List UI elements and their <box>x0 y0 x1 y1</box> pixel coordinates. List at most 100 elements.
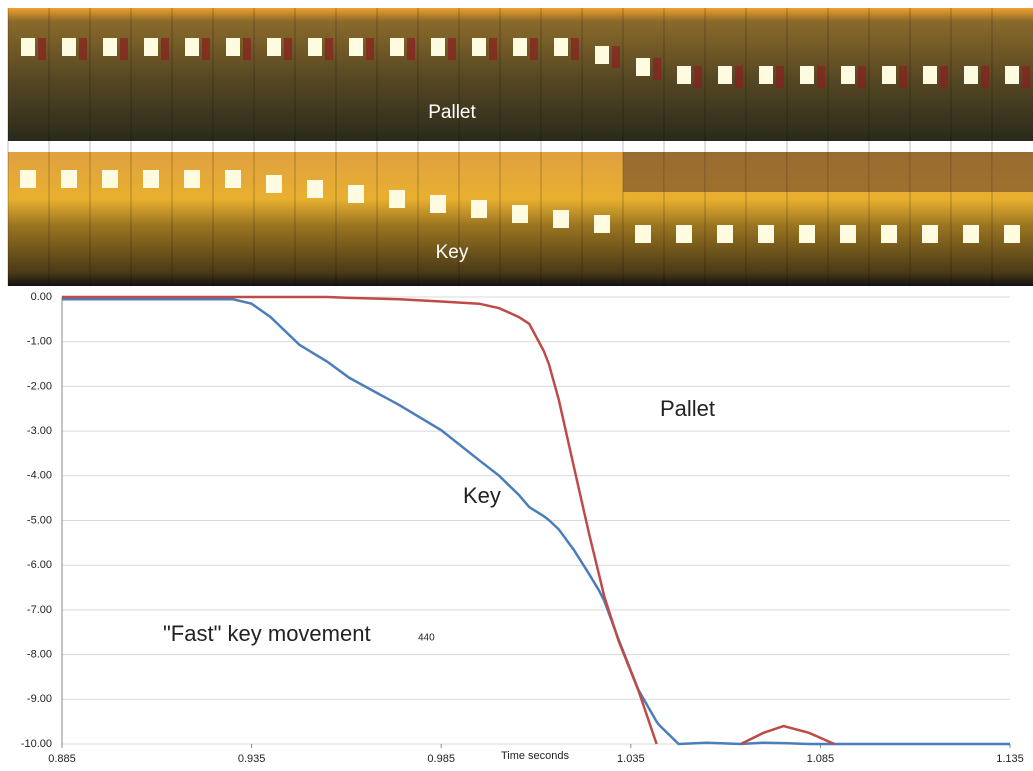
frame-light <box>348 185 364 203</box>
frame-light <box>144 38 158 56</box>
frame-light <box>472 38 486 56</box>
frame-light <box>922 225 938 243</box>
frame-light <box>800 66 814 84</box>
chart-background <box>8 287 1033 771</box>
frame-light <box>267 38 281 56</box>
frame-top <box>910 152 951 192</box>
frame-light <box>61 170 77 188</box>
frame-red <box>79 38 87 60</box>
frame-red <box>940 66 948 88</box>
frame-light <box>308 38 322 56</box>
frame-light <box>635 225 651 243</box>
frame-light <box>758 225 774 243</box>
frame-red <box>448 38 456 60</box>
frame-light <box>103 38 117 56</box>
frame-red <box>735 66 743 88</box>
frame-red <box>284 38 292 60</box>
frame-top <box>992 152 1033 192</box>
frame-red <box>612 46 620 68</box>
frame-light <box>226 38 240 56</box>
frame-light <box>185 38 199 56</box>
y-tick-label: -7.00 <box>27 604 52 616</box>
frame-red <box>530 38 538 60</box>
frame-red <box>243 38 251 60</box>
frame-light <box>512 205 528 223</box>
strip-label: Pallet <box>428 102 476 123</box>
frame-light <box>225 170 241 188</box>
frame-light <box>882 66 896 84</box>
x-tick-label: 0.935 <box>238 753 266 765</box>
y-tick-label: -5.00 <box>27 514 52 526</box>
frame-light <box>963 225 979 243</box>
frame-light <box>677 66 691 84</box>
frame-light <box>594 215 610 233</box>
frame-red <box>1022 66 1030 88</box>
frame-light <box>718 66 732 84</box>
y-tick-label: -8.00 <box>27 649 52 661</box>
frame-red <box>120 38 128 60</box>
frame-light <box>1004 225 1020 243</box>
frame-light <box>62 38 76 56</box>
frame-light <box>390 38 404 56</box>
frame-top <box>623 152 664 192</box>
y-tick-label: -1.00 <box>27 336 52 348</box>
frame-light <box>799 225 815 243</box>
frame-light <box>307 180 323 198</box>
frame-light <box>431 38 445 56</box>
annotation: Pallet <box>660 396 715 421</box>
frame-red <box>776 66 784 88</box>
photo-strip <box>8 8 1033 141</box>
frame-light <box>143 170 159 188</box>
frame-light <box>717 225 733 243</box>
frame-top <box>951 152 992 192</box>
y-tick-label: -2.00 <box>27 380 52 392</box>
frame-red <box>407 38 415 60</box>
y-tick-label: -10.00 <box>21 738 52 750</box>
frame-light <box>389 190 405 208</box>
frame-red <box>817 66 825 88</box>
frame-red <box>981 66 989 88</box>
frame-light <box>840 225 856 243</box>
frame-light <box>881 225 897 243</box>
page: Pallet Key 0.00-1.00-2.00-3.00-4.00-5.00… <box>0 0 1033 771</box>
frame-red <box>899 66 907 88</box>
x-tick-label: 1.035 <box>617 753 645 765</box>
x-tick-label: 1.135 <box>996 753 1024 765</box>
frame-red <box>858 66 866 88</box>
y-tick-label: 0.00 <box>31 291 52 303</box>
y-tick-label: -9.00 <box>27 693 52 705</box>
frame-red <box>571 38 579 60</box>
annotation: "Fast" key movement <box>163 621 371 646</box>
frame-light <box>349 38 363 56</box>
frame-light <box>21 38 35 56</box>
frame-red <box>161 38 169 60</box>
y-tick-label: -4.00 <box>27 470 52 482</box>
annotation: 440 <box>418 633 435 644</box>
frame-top <box>869 152 910 192</box>
frame-top <box>746 152 787 192</box>
frame-light <box>430 195 446 213</box>
frame-top <box>664 152 705 192</box>
frame-light <box>759 66 773 84</box>
frame-light <box>266 175 282 193</box>
y-tick-label: -3.00 <box>27 425 52 437</box>
frame-light <box>513 38 527 56</box>
frame-top <box>787 152 828 192</box>
frame-light <box>923 66 937 84</box>
frame-top <box>705 152 746 192</box>
frame-light <box>964 66 978 84</box>
x-axis-title: Time seconds <box>501 750 570 762</box>
frame-light <box>676 225 692 243</box>
frame-red <box>694 66 702 88</box>
frame-light <box>841 66 855 84</box>
frame-light <box>554 38 568 56</box>
frame-red <box>653 58 661 80</box>
frame-red <box>325 38 333 60</box>
frame-red <box>366 38 374 60</box>
frame-light <box>553 210 569 228</box>
frame-light <box>636 58 650 76</box>
x-tick-label: 0.885 <box>48 753 76 765</box>
frame-light <box>20 170 36 188</box>
frame-light <box>471 200 487 218</box>
y-tick-label: -6.00 <box>27 559 52 571</box>
